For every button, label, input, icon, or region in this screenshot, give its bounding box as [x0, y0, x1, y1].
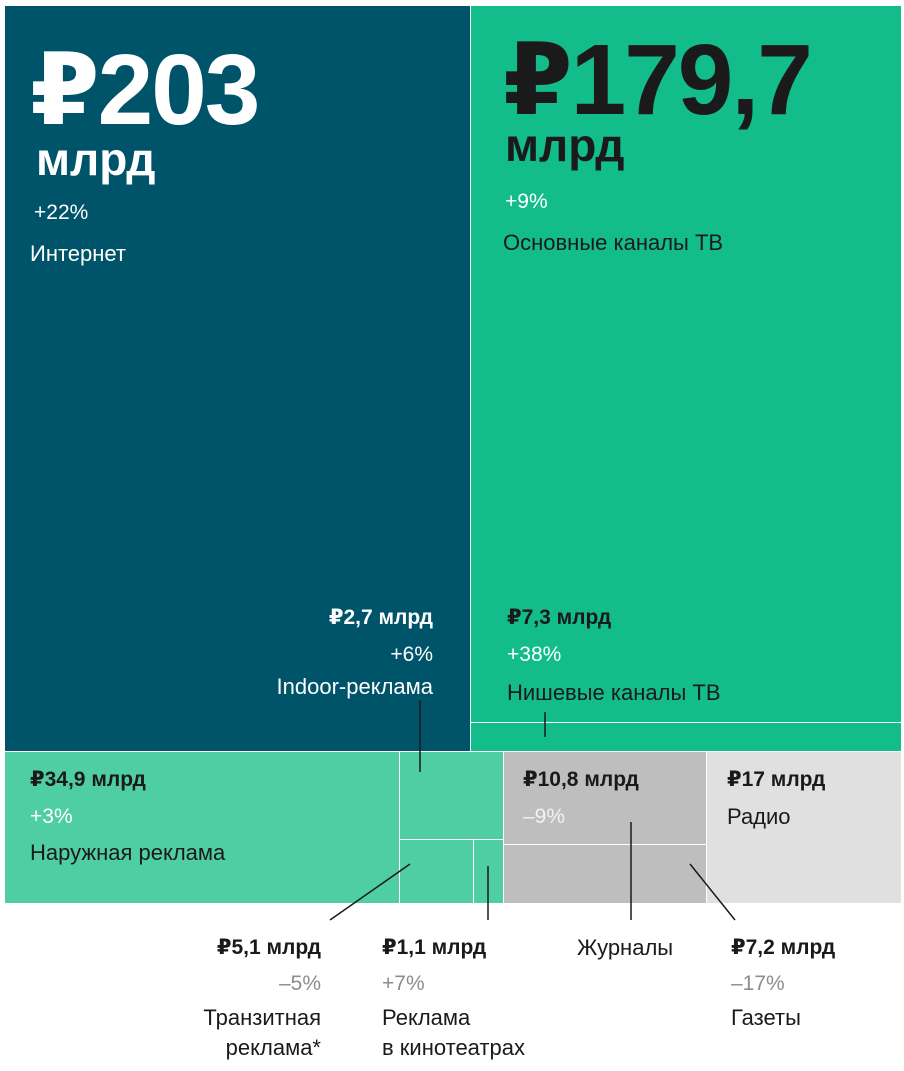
outdoor-value: ₽34,9 млрд [30, 768, 146, 791]
leader-line-newspapers [689, 863, 736, 921]
magazines-change: –9% [523, 805, 566, 828]
tv-main-category: Основные каналы ТВ [503, 230, 724, 255]
tile-tv-main [471, 6, 901, 722]
outdoor-category: Наружная реклама [30, 840, 226, 865]
cinema-value: ₽1,1 млрд [382, 936, 487, 959]
radio-category: Радио [727, 804, 791, 829]
tile-outdoor [5, 752, 399, 903]
tile-newspapers [504, 845, 706, 903]
cinema-category-line2: в кинотеатрах [382, 1035, 525, 1060]
newspapers-category: Газеты [731, 1005, 801, 1030]
tile-radio [707, 752, 901, 903]
magazines-value: ₽10,8 млрд [523, 768, 639, 791]
internet-value: ₽203 [30, 34, 260, 146]
transit-category-line1: Транзитная [203, 1005, 321, 1030]
tv-main-value: ₽179,7 [503, 24, 813, 136]
internet-unit: млрд [36, 133, 156, 185]
indoor-change: +6% [390, 643, 433, 666]
newspapers-value: ₽7,2 млрд [731, 936, 836, 959]
leader-line-transit [329, 863, 411, 921]
tv-niche-category: Нишевые каналы ТВ [507, 680, 721, 705]
internet-change: +22% [34, 201, 89, 224]
tv-niche-change: +38% [507, 643, 562, 666]
tv-main-change: +9% [505, 190, 548, 213]
tv-main-unit: млрд [505, 119, 625, 171]
radio-value: ₽17 млрд [727, 768, 826, 791]
tile-transit [400, 840, 473, 903]
indoor-category: Indoor-реклама [276, 674, 433, 699]
tile-internet [5, 6, 470, 751]
outdoor-change: +3% [30, 805, 73, 828]
tile-indoor [400, 752, 503, 839]
magazines-category: Журналы [577, 935, 674, 960]
newspapers-change: –17% [731, 972, 785, 995]
cinema-change: +7% [382, 972, 425, 995]
tile-tv-niche [471, 723, 901, 751]
cinema-category-line1: Реклама [382, 1005, 471, 1030]
internet-category: Интернет [30, 241, 126, 266]
indoor-value: ₽2,7 млрд [328, 606, 433, 629]
transit-category-line2: реклама* [225, 1035, 321, 1060]
tv-niche-value: ₽7,3 млрд [507, 606, 612, 629]
transit-value: ₽5,1 млрд [216, 936, 321, 959]
tile-magazines [504, 752, 706, 844]
transit-change: –5% [278, 972, 321, 995]
